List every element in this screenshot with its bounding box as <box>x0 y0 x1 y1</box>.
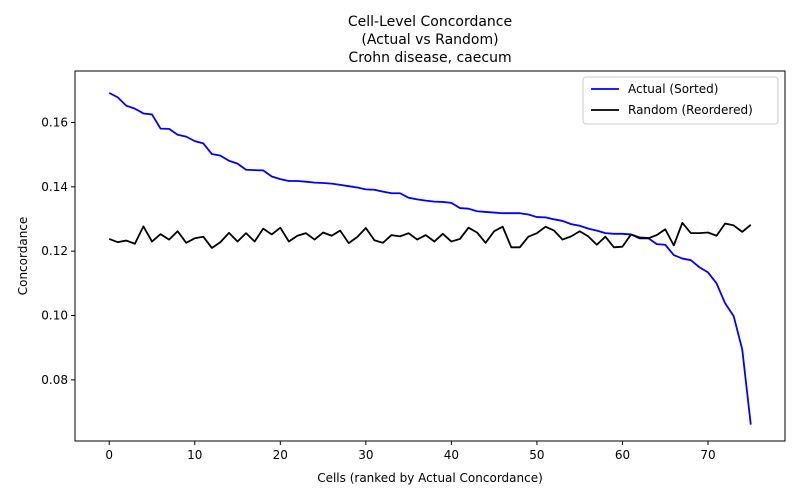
legend-label-actual: Actual (Sorted) <box>628 82 718 96</box>
y-tick-label: 0.12 <box>41 244 68 258</box>
legend-box <box>582 76 779 125</box>
y-axis: 0.08 0.10 0.12 0.14 0.16 <box>41 115 75 387</box>
y-tick-label: 0.08 <box>41 373 68 387</box>
x-axis: 0 10 20 30 40 50 60 70 <box>105 441 716 462</box>
x-axis-label: Cells (ranked by Actual Concordance) <box>317 471 543 485</box>
series-line-random <box>108 221 752 249</box>
legend-label-random: Random (Reordered) <box>628 103 753 117</box>
chart-title-line-3: Crohn disease, caecum <box>348 50 511 66</box>
x-tick-label: 40 <box>444 448 459 462</box>
y-tick-label: 0.14 <box>41 180 68 194</box>
y-axis-label: Concordance <box>16 217 30 296</box>
x-tick-label: 20 <box>273 448 288 462</box>
x-tick-label: 10 <box>187 448 202 462</box>
y-tick-label: 0.16 <box>41 115 68 129</box>
x-tick-label: 50 <box>529 448 544 462</box>
chart-title-line-1: Cell-Level Concordance <box>348 14 512 30</box>
plot-frame <box>74 70 786 442</box>
x-tick-label: 60 <box>615 448 630 462</box>
chart-title-line-2: (Actual vs Random) <box>361 32 498 48</box>
x-tick-label: 70 <box>700 448 715 462</box>
series-line-actual <box>108 92 752 425</box>
x-tick-label: 30 <box>358 448 373 462</box>
series-layer <box>108 92 752 425</box>
x-tick-label: 0 <box>105 448 113 462</box>
legend: Actual (Sorted) Random (Reordered) <box>582 76 779 125</box>
y-tick-label: 0.10 <box>41 309 68 323</box>
